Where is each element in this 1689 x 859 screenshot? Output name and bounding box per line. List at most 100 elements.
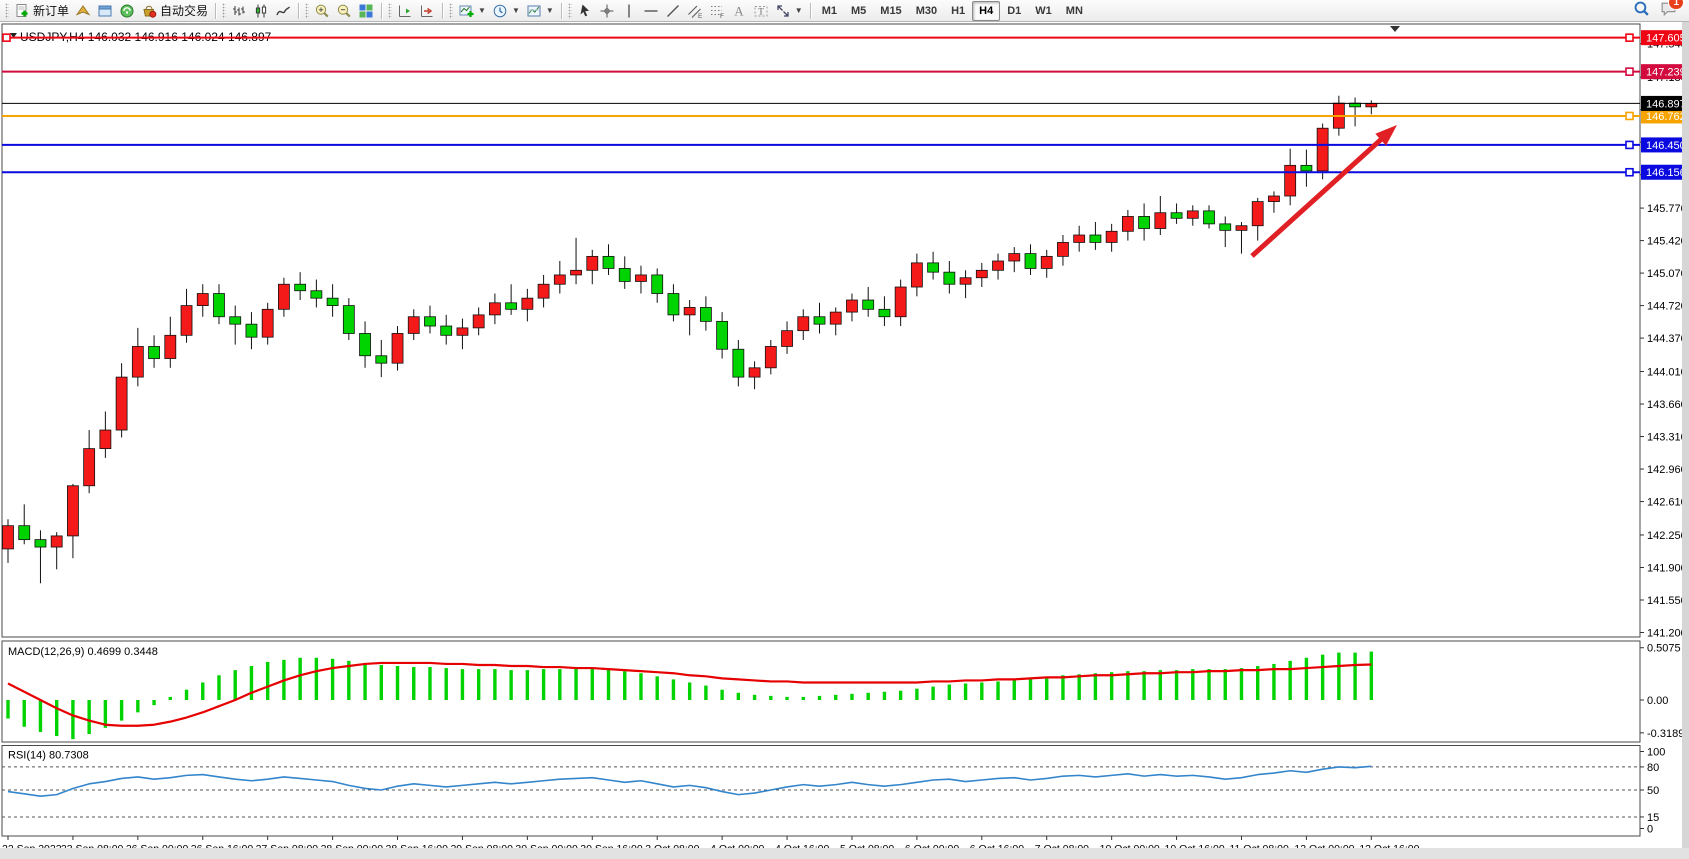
macd-hist-bar — [980, 682, 984, 700]
candle-down — [1203, 210, 1215, 225]
toolbar-separator — [560, 2, 562, 19]
timeframe-button-m30[interactable]: M30 — [915, 4, 938, 17]
candle-up — [261, 308, 274, 338]
price-tick-label: 144.720 — [1647, 301, 1687, 313]
equidistant-channel-button[interactable]: E — [684, 1, 706, 21]
candle-up — [1154, 212, 1167, 229]
candle-down — [342, 305, 355, 334]
rsi-tick-label: 100 — [1647, 747, 1665, 759]
macd-hist-bar — [71, 700, 75, 740]
macd-hist-bar — [265, 661, 270, 700]
templates-button[interactable]: ▼ — [523, 1, 557, 21]
candle-down — [245, 323, 258, 338]
zoom-in-button[interactable] — [311, 1, 333, 21]
text-icon: A — [731, 3, 747, 19]
candle-up — [846, 299, 858, 313]
bar-chart-button[interactable] — [228, 1, 250, 21]
line-chart-button[interactable] — [272, 1, 294, 21]
price-tick-label: 141.550 — [1647, 595, 1687, 607]
rsi-tick-label: 15 — [1647, 812, 1659, 824]
text-label-button[interactable]: T — [750, 1, 772, 21]
macd-hist-bar — [54, 700, 59, 737]
candle-down — [375, 355, 388, 364]
tile-windows-button[interactable] — [355, 1, 377, 21]
symbol-marker-icon — [10, 33, 17, 38]
price-chart-svg[interactable]: 147.540147.180146.830146.480146.130145.7… — [0, 22, 1689, 859]
autotrading-button[interactable]: 自动交易 — [138, 1, 211, 21]
arrows-button[interactable]: ▼ — [772, 1, 806, 21]
vertical-line-icon — [621, 3, 637, 19]
candle-down — [359, 333, 371, 357]
macd-hist-bar — [817, 695, 822, 700]
svg-text:T: T — [758, 6, 764, 16]
auto-scroll-button[interactable] — [394, 1, 416, 21]
candle-up — [196, 293, 209, 306]
candle-up — [67, 485, 79, 537]
chevron-down-icon[interactable]: ▼ — [511, 6, 520, 15]
macd-hist-bar — [476, 669, 481, 700]
market-watch-button[interactable] — [72, 1, 94, 21]
timeframe-button-m5[interactable]: M5 — [851, 4, 867, 17]
chart-shift-button[interactable] — [416, 1, 438, 21]
zoom-out-button[interactable] — [333, 1, 355, 21]
arrows-icon — [775, 3, 791, 19]
text-button[interactable]: A — [728, 1, 750, 21]
candle-up — [164, 334, 177, 359]
candle-down — [699, 307, 712, 322]
macd-hist-bar — [1109, 672, 1114, 700]
crosshair-button[interactable] — [596, 1, 618, 21]
trendline-button[interactable] — [662, 1, 684, 21]
notifications-icon[interactable]: 1 — [1660, 0, 1684, 22]
rsi-tick-label: 80 — [1647, 762, 1659, 774]
fibonacci-button[interactable]: F — [706, 1, 728, 21]
horizontal-line-icon — [643, 3, 659, 19]
timeframe-button-d1[interactable]: D1 — [1007, 4, 1022, 17]
toolbar-grip — [567, 2, 572, 19]
macd-hist-bar — [963, 683, 968, 700]
navigator-button[interactable] — [116, 1, 138, 21]
rsi-tick-label: 50 — [1647, 785, 1659, 797]
toolbar-grip — [388, 2, 393, 19]
candle-down — [667, 293, 680, 316]
timeframe-button-h4[interactable]: H4 — [972, 0, 1001, 21]
rsi-line — [7, 765, 1372, 797]
timeframe-button-m15[interactable]: M15 — [880, 4, 902, 17]
templates-icon — [526, 3, 542, 19]
data-window-button[interactable] — [94, 1, 116, 21]
price-tick-label: 145.770 — [1647, 203, 1687, 215]
new-order-button[interactable]: 新订单 — [11, 1, 72, 21]
candle-down — [1138, 216, 1150, 229]
chevron-down-icon[interactable]: ▼ — [478, 6, 486, 15]
chart-area[interactable]: 147.540147.180146.830146.480146.130145.7… — [0, 22, 1689, 859]
macd-hist-bar — [1256, 666, 1260, 700]
chart-shift-marker[interactable] — [1390, 26, 1400, 32]
trend-arrow[interactable] — [1250, 125, 1397, 258]
timeframe-button-h1[interactable]: H1 — [951, 4, 966, 17]
candle-up — [586, 255, 599, 271]
vertical-line-button[interactable] — [618, 1, 640, 21]
horizontal-line-button[interactable] — [640, 1, 662, 21]
timeframe-button-mn[interactable]: MN — [1065, 4, 1083, 17]
candlestick-chart-button[interactable] — [250, 1, 272, 21]
chevron-down-icon[interactable]: ▼ — [545, 6, 554, 15]
candle-down — [651, 274, 664, 294]
periods-button[interactable]: ▼ — [489, 1, 523, 21]
cursor-button[interactable] — [574, 1, 596, 21]
macd-hist-bar — [574, 668, 578, 700]
macd-hist-bar — [22, 700, 26, 727]
price-tick-label: 142.250 — [1647, 530, 1687, 542]
candle-down — [310, 290, 323, 299]
macd-hist-bar — [752, 694, 757, 700]
timeframe-button-m1[interactable]: M1 — [821, 4, 837, 17]
add-indicator-button[interactable]: ▼ — [455, 1, 489, 21]
hlines-layer[interactable] — [2, 33, 1640, 177]
macd-label: MACD(12,26,9) 0.4699 0.3448 — [8, 646, 158, 658]
candle-up — [797, 316, 810, 332]
chevron-down-icon[interactable]: ▼ — [794, 6, 803, 15]
toolbar-separator — [381, 2, 383, 19]
timeframe-button-w1[interactable]: W1 — [1035, 4, 1052, 17]
candle-down — [878, 308, 891, 318]
search-icon[interactable] — [1633, 0, 1650, 22]
macd-hist-bar — [1320, 654, 1325, 700]
